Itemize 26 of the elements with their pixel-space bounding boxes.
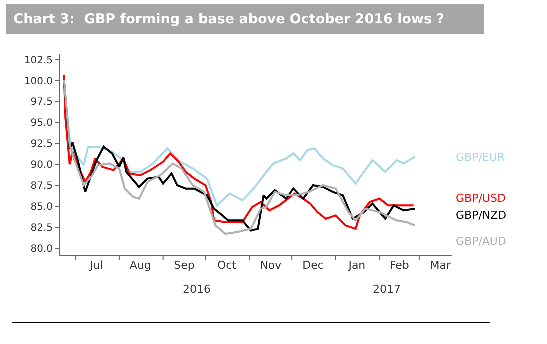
- text: GBP/NZD: [456, 209, 507, 222]
- x-tick-label: Dec: [302, 259, 324, 272]
- x-tick-label: Aug: [130, 259, 152, 272]
- y-tick-label: 82.5: [30, 222, 53, 234]
- x-tick-label: Nov: [260, 259, 282, 272]
- y-tick-label: 95.0: [30, 118, 53, 130]
- x-tick-label: Mar: [430, 259, 452, 272]
- text: GBP/USD: [456, 192, 506, 205]
- text: 2017: [373, 283, 401, 296]
- text: GBP/AUD: [456, 235, 506, 248]
- y-tick-label: 85.0: [30, 202, 53, 213]
- y-tick-label: 100.0: [24, 76, 53, 88]
- y-tick-label: 92.5: [30, 139, 53, 150]
- x-tick-label: Jul: [89, 259, 104, 272]
- chart-title: Chart 3: GBP forming a base above October 2016 lows ?: [14, 12, 445, 28]
- y-tick-label: 90.0: [30, 160, 53, 172]
- x-tick-label: Oct: [217, 259, 238, 272]
- y-tick-label: 87.5: [30, 180, 53, 192]
- y-tick-label: 80.0: [30, 244, 53, 255]
- text: GBP/EUR: [456, 151, 506, 164]
- x-tick-label: Sep: [174, 259, 195, 272]
- text: 2016: [183, 283, 211, 296]
- y-tick-label: 97.5: [30, 97, 53, 108]
- x-tick-label: Feb: [390, 259, 410, 272]
- x-tick-label: Jan: [348, 259, 366, 272]
- y-tick-label: 102.5: [24, 55, 53, 66]
